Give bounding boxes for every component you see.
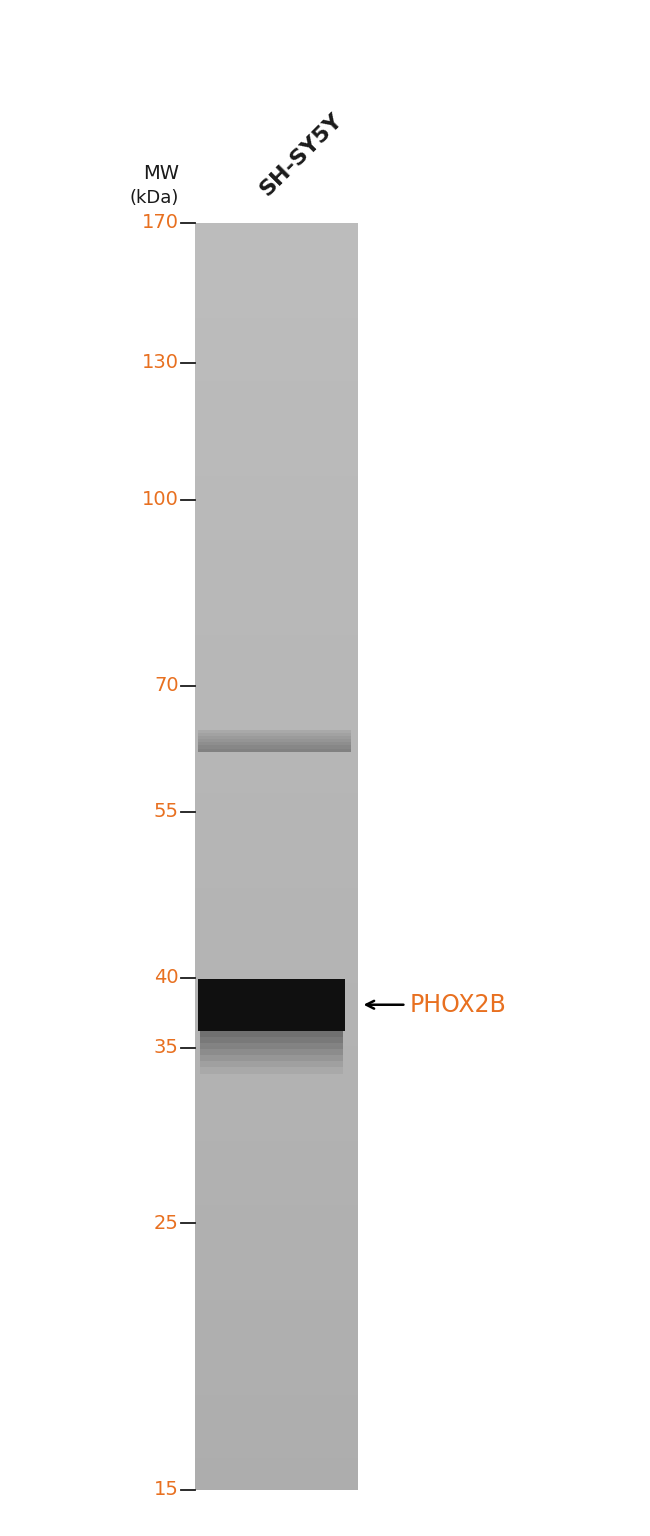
Bar: [195, 1078, 358, 1109]
Bar: [195, 1046, 358, 1078]
Bar: [195, 1174, 358, 1204]
Bar: [195, 1109, 358, 1141]
Bar: [195, 634, 358, 667]
Bar: [200, 1061, 343, 1068]
Bar: [195, 571, 358, 604]
Text: 130: 130: [142, 353, 179, 372]
Bar: [195, 1427, 358, 1458]
Bar: [195, 762, 358, 793]
Bar: [195, 223, 358, 255]
Bar: [200, 1025, 343, 1031]
Text: 55: 55: [154, 802, 179, 822]
Bar: [195, 825, 358, 857]
Bar: [195, 1332, 358, 1364]
Bar: [200, 1055, 343, 1061]
Bar: [200, 1037, 343, 1043]
Bar: [195, 667, 358, 697]
Bar: [195, 223, 358, 1490]
Bar: [198, 745, 351, 748]
Bar: [195, 730, 358, 762]
Bar: [195, 1204, 358, 1236]
Text: 100: 100: [142, 490, 179, 510]
Bar: [195, 1141, 358, 1174]
Text: 170: 170: [142, 214, 179, 232]
Text: (kDa): (kDa): [129, 189, 179, 207]
Text: 15: 15: [154, 1481, 179, 1499]
Bar: [195, 413, 358, 444]
Bar: [195, 255, 358, 286]
Bar: [200, 1068, 343, 1074]
Bar: [195, 444, 358, 476]
Bar: [195, 286, 358, 318]
Bar: [195, 951, 358, 983]
Text: 40: 40: [154, 969, 179, 988]
Bar: [195, 1458, 358, 1490]
Bar: [195, 1015, 358, 1046]
Bar: [195, 381, 358, 413]
Bar: [200, 1031, 343, 1037]
Bar: [200, 1049, 343, 1055]
Bar: [195, 793, 358, 825]
Bar: [200, 1043, 343, 1049]
Bar: [198, 730, 351, 733]
Bar: [195, 697, 358, 730]
Text: 70: 70: [154, 676, 179, 696]
Text: MW: MW: [143, 164, 179, 183]
Bar: [198, 748, 351, 751]
Bar: [195, 350, 358, 381]
Bar: [198, 742, 351, 745]
Bar: [195, 1269, 358, 1299]
Text: 35: 35: [154, 1038, 179, 1057]
Bar: [195, 508, 358, 539]
Bar: [195, 1395, 358, 1427]
Bar: [195, 476, 358, 508]
Bar: [198, 739, 351, 742]
Text: SH-SY5Y: SH-SY5Y: [255, 109, 346, 200]
Bar: [195, 920, 358, 951]
Bar: [198, 736, 351, 739]
Bar: [195, 1299, 358, 1332]
Bar: [198, 978, 344, 1031]
Bar: [195, 604, 358, 634]
Text: 25: 25: [154, 1213, 179, 1233]
Bar: [195, 888, 358, 920]
Text: PHOX2B: PHOX2B: [410, 992, 506, 1017]
Bar: [195, 1364, 358, 1395]
Bar: [195, 857, 358, 888]
Bar: [195, 1236, 358, 1269]
Bar: [195, 318, 358, 350]
Bar: [195, 539, 358, 571]
Bar: [195, 983, 358, 1015]
Bar: [198, 733, 351, 736]
